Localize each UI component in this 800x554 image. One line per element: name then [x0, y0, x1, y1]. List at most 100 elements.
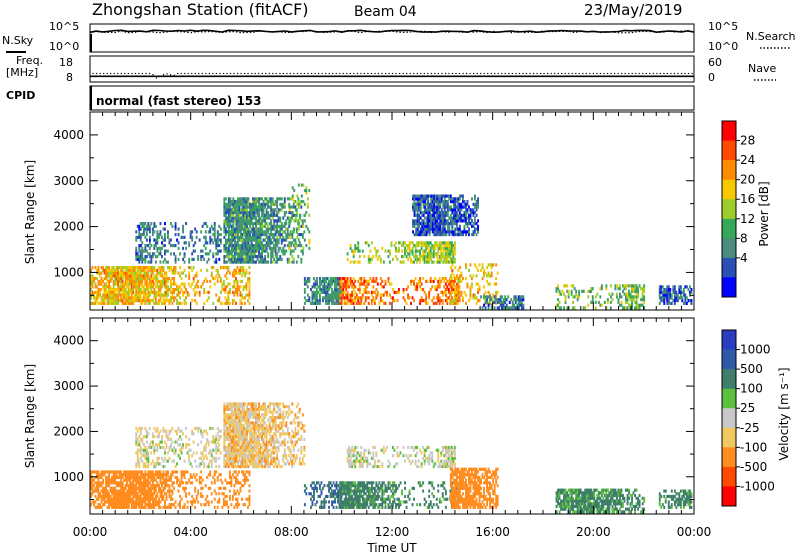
power-cell: [282, 224, 285, 228]
power-cell: [218, 238, 221, 242]
power-cell: [427, 197, 430, 201]
velocity-cell: [153, 497, 156, 501]
velocity-cell: [114, 500, 117, 504]
power-cell: [433, 211, 436, 215]
power-cell: [455, 290, 458, 294]
power-cell: [108, 285, 111, 289]
power-cell: [180, 235, 183, 239]
power-cell: [139, 222, 142, 226]
velocity-cell: [96, 505, 98, 509]
power-cell: [449, 279, 452, 283]
power-cell: [328, 285, 331, 289]
power-cell: [416, 213, 419, 217]
velocity-cell: [135, 486, 138, 490]
power-cell: [97, 268, 100, 272]
power-cell: [176, 285, 179, 289]
power-cell: [249, 219, 252, 223]
velocity-cell: [147, 492, 150, 496]
power-cell: [252, 208, 255, 212]
power-cell: [420, 255, 423, 259]
power-cell: [587, 295, 590, 299]
nave-point: [561, 72, 563, 75]
power-cell: [346, 252, 349, 256]
power-cell: [689, 299, 691, 303]
power-cell: [261, 219, 264, 223]
power-cell: [458, 219, 461, 223]
power-cell: [276, 255, 279, 259]
power-cell: [326, 282, 329, 286]
power-cell: [441, 277, 444, 281]
power-cell: [396, 249, 399, 253]
power-cell: [103, 299, 106, 303]
power-cell: [162, 238, 165, 242]
power-cell: [458, 274, 461, 278]
power-cell: [154, 244, 157, 248]
power-cell: [247, 252, 250, 256]
power-cell: [453, 241, 456, 245]
power-cell: [414, 249, 417, 253]
velocity-cell: [200, 494, 203, 499]
power-cell: [136, 293, 139, 297]
power-cell: [126, 299, 129, 303]
power-cell: [136, 235, 139, 239]
power-cell: [370, 301, 373, 305]
power-cell: [440, 197, 443, 201]
power-cell: [573, 287, 576, 291]
velocity-cell: [138, 478, 141, 482]
power-cell: [255, 235, 258, 239]
power-cell: [325, 293, 328, 297]
power-cell: [100, 299, 103, 303]
power-cell: [176, 238, 179, 242]
power-cell: [378, 301, 381, 305]
velocity-cell: [204, 497, 207, 501]
power-cell: [663, 288, 666, 292]
power-cell: [135, 299, 138, 303]
power-cell: [428, 260, 431, 264]
velocity-cell: [209, 470, 212, 474]
power-cell: [232, 227, 235, 231]
power-cell: [161, 293, 163, 297]
power-cell: [462, 299, 464, 303]
power-cell: [271, 197, 274, 201]
power-cell: [431, 260, 434, 264]
power-cell: [436, 233, 439, 237]
power-cell: [258, 246, 261, 250]
power-cell: [451, 268, 454, 272]
power-cell: [311, 290, 314, 294]
power-cell: [255, 238, 258, 242]
power-cell: [126, 279, 129, 283]
power-cell: [282, 216, 285, 220]
velocity-cell: [158, 505, 160, 509]
power-cell: [474, 227, 476, 231]
power-cell: [268, 216, 271, 220]
velocity-cell: [236, 500, 239, 504]
power-cell: [241, 200, 244, 204]
power-cell: [489, 282, 492, 286]
nave-point: [610, 72, 612, 75]
velocity-cell: [121, 486, 124, 490]
power-cell: [285, 219, 288, 223]
power-cell: [171, 293, 174, 297]
power-cell: [428, 255, 431, 259]
power-cell: [189, 233, 192, 237]
power-cell: [412, 219, 415, 223]
power-cell: [681, 299, 684, 303]
nave-point: [303, 72, 306, 75]
power-cell: [274, 202, 277, 206]
power-cell: [235, 222, 238, 226]
power-cell: [449, 299, 452, 303]
velocity-cell: [115, 503, 118, 507]
power-cell: [360, 279, 363, 283]
power-cell: [285, 235, 288, 239]
power-cell: [501, 306, 504, 310]
power-cell: [424, 222, 427, 226]
power-cell: [261, 241, 264, 245]
power-cell: [296, 194, 299, 198]
power-cell: [419, 241, 422, 245]
velocity-cell: [127, 486, 130, 490]
power-cell: [247, 235, 250, 239]
power-cell: [352, 260, 355, 264]
power-cell: [227, 301, 230, 305]
velocity-cell: [201, 486, 204, 490]
velocity-cell: [96, 481, 98, 485]
